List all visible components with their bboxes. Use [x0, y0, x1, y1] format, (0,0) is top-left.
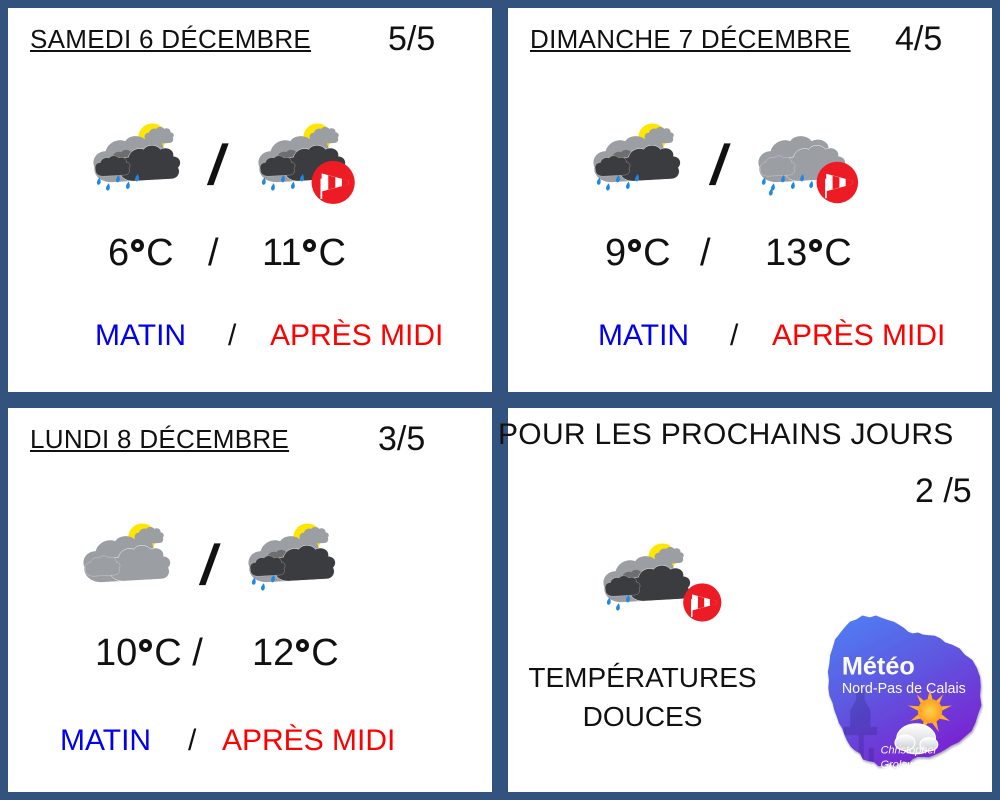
svg-text:Christopher: Christopher	[881, 745, 939, 757]
svg-text:Météo: Météo	[842, 653, 915, 681]
svg-text:Nord-Pas de Calais: Nord-Pas de Calais	[842, 681, 966, 697]
svg-text:Grolewski: Grolewski	[881, 759, 930, 771]
